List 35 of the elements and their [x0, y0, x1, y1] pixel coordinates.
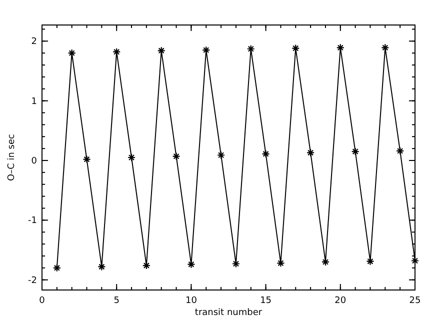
point	[321, 258, 330, 266]
point	[262, 150, 270, 158]
point	[306, 148, 315, 157]
point	[276, 259, 285, 268]
y-tick-label: 2	[31, 37, 37, 48]
x-axis-title: transit number	[194, 308, 262, 318]
point	[157, 46, 166, 55]
y-tick-label: 0	[31, 156, 38, 166]
y-tick-label: 1	[31, 96, 37, 107]
x-tick-label: 10	[185, 296, 198, 306]
point	[172, 152, 180, 160]
y-tick-label: -2	[28, 276, 37, 286]
point	[396, 146, 404, 155]
point	[52, 264, 61, 272]
point	[127, 153, 136, 162]
point	[336, 44, 344, 52]
point	[216, 151, 226, 160]
point	[98, 262, 106, 271]
point	[68, 49, 76, 58]
x-tick-label: 20	[334, 296, 346, 306]
point	[292, 44, 300, 52]
x-tick-label: 15	[260, 296, 272, 306]
x-tick-label: 25	[409, 296, 421, 306]
y-tick-label: -1	[28, 216, 37, 226]
y-axis-title: O–C in sec	[7, 134, 17, 181]
x-tick-label: 0	[39, 296, 46, 306]
point	[410, 256, 420, 265]
x-tick-label: 5	[114, 296, 120, 306]
point	[82, 155, 91, 164]
point	[351, 147, 360, 156]
point	[366, 257, 374, 266]
point	[232, 260, 240, 268]
point	[112, 48, 121, 56]
point	[246, 44, 255, 53]
point	[187, 260, 196, 268]
